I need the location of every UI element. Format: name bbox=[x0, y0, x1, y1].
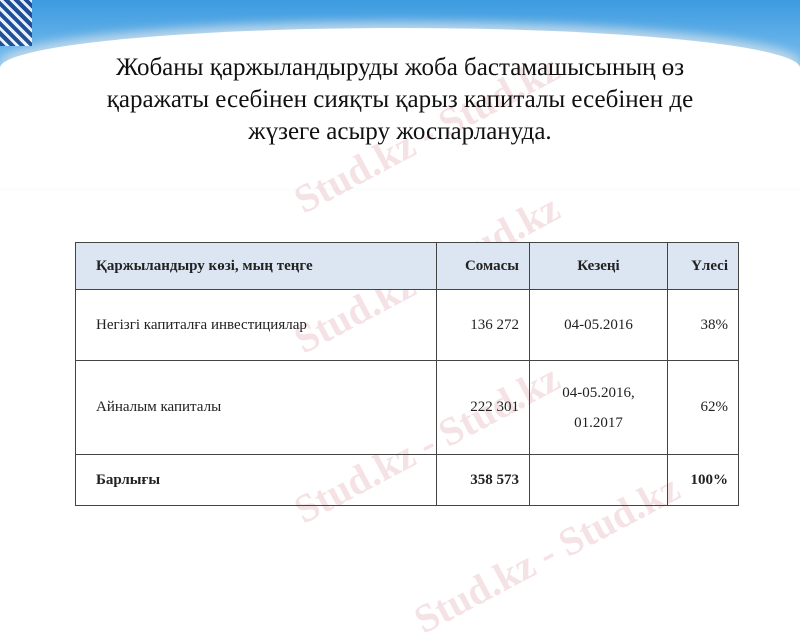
cell-share: 62% bbox=[667, 360, 739, 455]
cell-amount: 222 301 bbox=[436, 360, 530, 455]
header-source: Қаржыландыру көзі, мың теңге bbox=[75, 242, 437, 290]
table-row: Негізгі капиталға инвестициялар 136 272 … bbox=[75, 289, 739, 361]
header-curve bbox=[0, 28, 800, 188]
header-amount: Сомасы bbox=[436, 242, 530, 290]
total-period bbox=[529, 454, 668, 506]
cell-share: 38% bbox=[667, 289, 739, 361]
table-total-row: Барлығы 358 573 100% bbox=[75, 454, 739, 506]
slide-title: Жобаны қаржыландыруды жоба бастамашысыны… bbox=[40, 52, 760, 148]
title-line: қаражаты есебінен сияқты қарыз капиталы … bbox=[106, 86, 694, 113]
header-share: Үлесі bbox=[667, 242, 739, 290]
table-header-row: Қаржыландыру көзі, мың теңге Сомасы Кезе… bbox=[75, 242, 739, 290]
cell-source: Айналым капиталы bbox=[75, 360, 437, 455]
total-label: Барлығы bbox=[75, 454, 437, 506]
cell-period: 04-05.2016, 01.2017 bbox=[529, 360, 668, 455]
header-period: Кезеңі bbox=[529, 242, 668, 290]
ornament-icon bbox=[0, 0, 32, 46]
table-row: Айналым капиталы 222 301 04-05.2016, 01.… bbox=[75, 360, 739, 455]
title-line: жүзеге асыру жоспарлануда. bbox=[248, 118, 552, 145]
title-line: Жобаны қаржыландыруды жоба бастамашысыны… bbox=[115, 54, 685, 81]
period-line: 04-05.2016, bbox=[562, 384, 635, 401]
cell-period: 04-05.2016 bbox=[529, 289, 668, 361]
financing-table: Қаржыландыру көзі, мың теңге Сомасы Кезе… bbox=[75, 242, 739, 506]
total-amount: 358 573 bbox=[436, 454, 530, 506]
cell-source: Негізгі капиталға инвестициялар bbox=[75, 289, 437, 361]
cell-amount: 136 272 bbox=[436, 289, 530, 361]
total-share: 100% bbox=[667, 454, 739, 506]
period-line: 01.2017 bbox=[574, 414, 623, 431]
